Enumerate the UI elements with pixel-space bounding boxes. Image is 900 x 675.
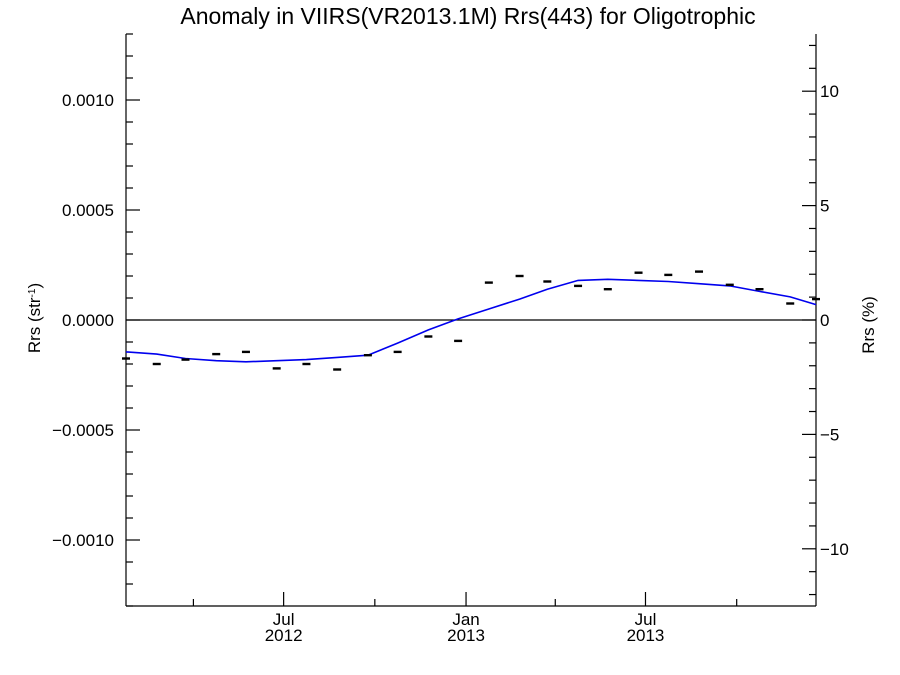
right-tick-label: 0 <box>820 311 829 330</box>
chart-title: Anomaly in VIIRS(VR2013.1M) Rrs(443) for… <box>180 3 755 29</box>
right-axis-title: Rrs (%) <box>859 296 878 354</box>
x-tick-year-label: 2013 <box>627 626 665 645</box>
left-tick-label: 0.0010 <box>62 91 114 110</box>
right-tick-label: −5 <box>820 425 839 444</box>
left-tick-label: −0.0010 <box>52 531 114 550</box>
x-tick-month-label: Jul <box>273 610 295 629</box>
monthly-anomaly-points <box>122 270 820 371</box>
left-tick-label: 0.0005 <box>62 201 114 220</box>
trend-polyline <box>125 278 817 363</box>
x-tick-year-label: 2012 <box>265 626 303 645</box>
left-axis-title-close: ) <box>25 283 44 289</box>
left-tick-label: −0.0005 <box>52 421 114 440</box>
smoothed-trend-line <box>125 278 817 363</box>
right-y-axis: 10 5 0 −5 −10 <box>802 44 849 596</box>
right-tick-label: 5 <box>820 197 829 216</box>
x-tick-year-label: 2013 <box>447 626 485 645</box>
left-y-axis: 0.0010 0.0005 0.0000 −0.0005 −0.0010 <box>52 33 140 607</box>
left-axis-title-main: Rrs (str <box>25 297 44 353</box>
x-tick-month-label: Jul <box>635 610 657 629</box>
left-axis-title: Rrs (str-1) <box>25 283 44 353</box>
left-tick-label: 0.0000 <box>62 311 114 330</box>
left-axis-title-sup: -1 <box>27 288 38 297</box>
right-tick-label: 10 <box>820 82 839 101</box>
x-tick-month-label: Jan <box>452 610 479 629</box>
right-tick-label: −10 <box>820 540 849 559</box>
